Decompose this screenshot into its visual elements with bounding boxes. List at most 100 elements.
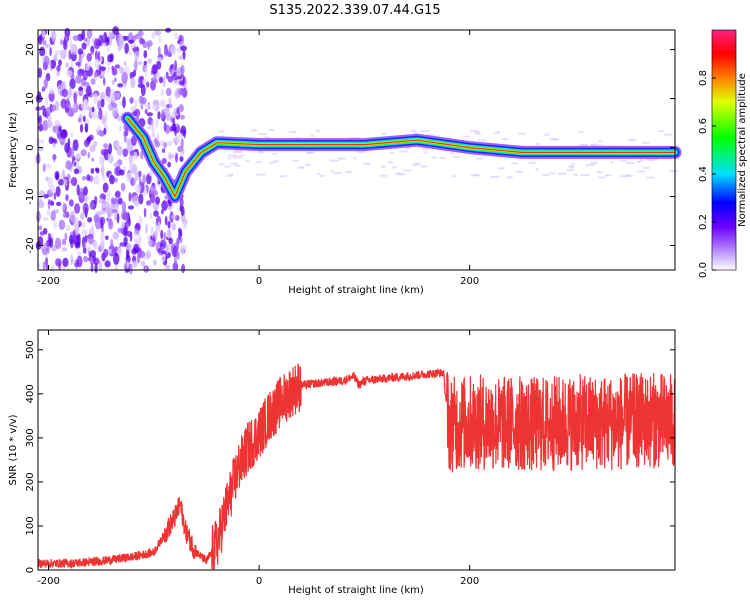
heatmap-speckle — [78, 113, 83, 123]
heatmap-speckle — [70, 43, 78, 55]
colorbar-tick-label: 0.6 — [698, 118, 709, 134]
heatmap-speckle — [146, 235, 151, 240]
heatmap-speckle — [152, 63, 157, 72]
snr-x-ticks: -200 0 200 — [37, 330, 479, 587]
heatmap-speckle — [177, 88, 185, 96]
heatmap-speckle — [176, 66, 182, 77]
heatmap-haze — [395, 172, 403, 175]
heatmap-speckle — [143, 207, 147, 218]
heatmap-speckle — [179, 198, 184, 207]
heatmap-speckle — [65, 224, 71, 232]
heatmap-speckle — [105, 86, 111, 98]
heatmap-speckle — [83, 255, 89, 263]
heatmap-speckle — [137, 61, 143, 65]
heatmap-speckle — [93, 242, 98, 251]
heatmap-speckle — [167, 161, 172, 168]
heatmap-speckle — [128, 49, 132, 56]
heatmap-haze — [269, 161, 276, 164]
heatmap-haze — [657, 130, 665, 133]
heatmap-haze — [535, 168, 539, 171]
heatmap-speckle — [61, 88, 68, 98]
heatmap-speckle — [144, 103, 151, 109]
heatmap-speckle — [162, 75, 166, 88]
heatmap-speckle — [94, 58, 100, 69]
heatmap-speckle — [100, 71, 106, 77]
colorbar-gradient — [711, 29, 737, 271]
heatmap-speckle — [122, 96, 126, 109]
heatmap-speckle — [69, 78, 76, 90]
heatmap-speckle — [65, 160, 73, 170]
heatmap-speckle — [74, 153, 82, 160]
heatmap-speckle — [114, 191, 121, 198]
heatmap-haze — [507, 176, 513, 179]
heatmap-speckle — [55, 237, 62, 250]
heatmap-haze — [578, 131, 584, 133]
heatmap-speckle — [113, 162, 120, 168]
heatmap-speckle — [45, 257, 49, 266]
heatmap-speckle — [101, 42, 107, 47]
heatmap-speckle — [155, 117, 159, 129]
heatmap-haze — [292, 159, 299, 162]
heatmap-speckle — [54, 119, 61, 127]
heatmap-speckle — [64, 232, 68, 241]
heatmap-speckle — [101, 165, 105, 177]
heatmap-haze — [250, 129, 258, 132]
heatmap-haze — [258, 132, 267, 135]
heatmap-speckle — [90, 262, 94, 273]
heatmap-haze — [664, 133, 673, 136]
heatmap-speckle — [161, 109, 165, 120]
heatmap-haze — [498, 167, 505, 170]
heatmap-speckle — [143, 50, 148, 59]
heatmap-speckle — [68, 86, 72, 99]
heatmap-speckle — [159, 100, 166, 108]
heatmap-haze — [478, 139, 487, 142]
heatmap-speckle — [183, 220, 187, 230]
heatmap-speckle — [99, 209, 104, 215]
heatmap-speckle — [74, 225, 80, 236]
heatmap-speckle — [117, 227, 124, 234]
heatmap-speckle — [176, 239, 180, 250]
heatmap-speckle — [158, 36, 162, 44]
heatmap-haze — [345, 171, 353, 174]
heatmap-speckle — [146, 112, 153, 117]
heatmap-haze — [392, 166, 397, 169]
heatmap-haze — [469, 129, 479, 132]
heatmap-speckle — [84, 123, 89, 133]
heatmap-speckle — [159, 140, 164, 147]
heatmap-speckle — [138, 177, 142, 186]
heatmap-speckle — [156, 60, 162, 70]
heatmap-haze — [557, 172, 567, 175]
heatmap-haze — [219, 163, 225, 166]
heatmap-speckle — [149, 184, 157, 195]
heatmap-speckle — [151, 132, 156, 139]
heatmap-haze — [597, 176, 606, 179]
heatmap-ridge-band — [121, 111, 682, 203]
heatmap-haze — [549, 172, 556, 175]
heatmap-speckle — [144, 108, 148, 115]
heatmap-haze — [464, 135, 471, 138]
heatmap-speckle — [98, 198, 105, 204]
heatmap-haze — [258, 151, 265, 154]
heatmap-speckle — [60, 82, 65, 91]
heatmap-speckle — [136, 112, 140, 119]
heatmap-frame — [37, 29, 676, 271]
heatmap-speckle — [168, 237, 173, 245]
heatmap-speckle — [82, 175, 87, 181]
heatmap-speckle — [126, 242, 132, 251]
heatmap-speckle — [77, 48, 84, 55]
heatmap-speckle — [143, 60, 147, 66]
heatmap-speckle — [66, 97, 70, 109]
heatmap-speckle — [164, 215, 168, 226]
heatmap-speckle — [70, 254, 73, 266]
heatmap-speckle — [154, 140, 161, 148]
heatmap-speckle — [83, 186, 88, 196]
heatmap-haze — [273, 160, 279, 163]
heatmap-speckle — [140, 104, 144, 110]
heatmap-speckle — [123, 212, 128, 221]
heatmap-haze — [579, 144, 588, 146]
heatmap-haze — [609, 161, 614, 164]
heatmap-speckle — [90, 51, 94, 56]
heatmap-speckle — [179, 156, 184, 162]
snr-frame — [37, 329, 676, 571]
